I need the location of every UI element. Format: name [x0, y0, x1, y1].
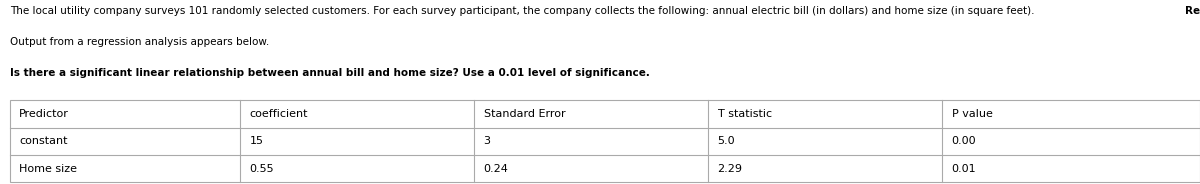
Text: Is there a significant linear relationship between annual bill and home size? Us: Is there a significant linear relationsh…: [10, 68, 649, 78]
Text: 0.55: 0.55: [250, 164, 275, 174]
Text: Home size: Home size: [19, 164, 77, 174]
Text: 3: 3: [484, 136, 491, 146]
Text: Regression equation:: Regression equation:: [1186, 6, 1200, 15]
Text: Predictor: Predictor: [19, 109, 70, 119]
Text: 0.24: 0.24: [484, 164, 509, 174]
Text: 0.01: 0.01: [952, 164, 977, 174]
Text: 15: 15: [250, 136, 264, 146]
Text: constant: constant: [19, 136, 67, 146]
Text: The local utility company surveys 101 randomly selected customers. For each surv: The local utility company surveys 101 ra…: [10, 6, 1037, 15]
Text: coefficient: coefficient: [250, 109, 308, 119]
Bar: [10, 100, 1200, 182]
Text: 5.0: 5.0: [718, 136, 736, 146]
Text: P value: P value: [952, 109, 992, 119]
Text: 2.29: 2.29: [718, 164, 743, 174]
Text: Output from a regression analysis appears below.: Output from a regression analysis appear…: [10, 37, 269, 47]
Text: Standard Error: Standard Error: [484, 109, 565, 119]
Text: T statistic: T statistic: [718, 109, 772, 119]
Text: 0.00: 0.00: [952, 136, 977, 146]
Text: Annual bill = 0.55 * Home size + 15: Annual bill = 0.55 * Home size + 15: [1194, 6, 1200, 15]
